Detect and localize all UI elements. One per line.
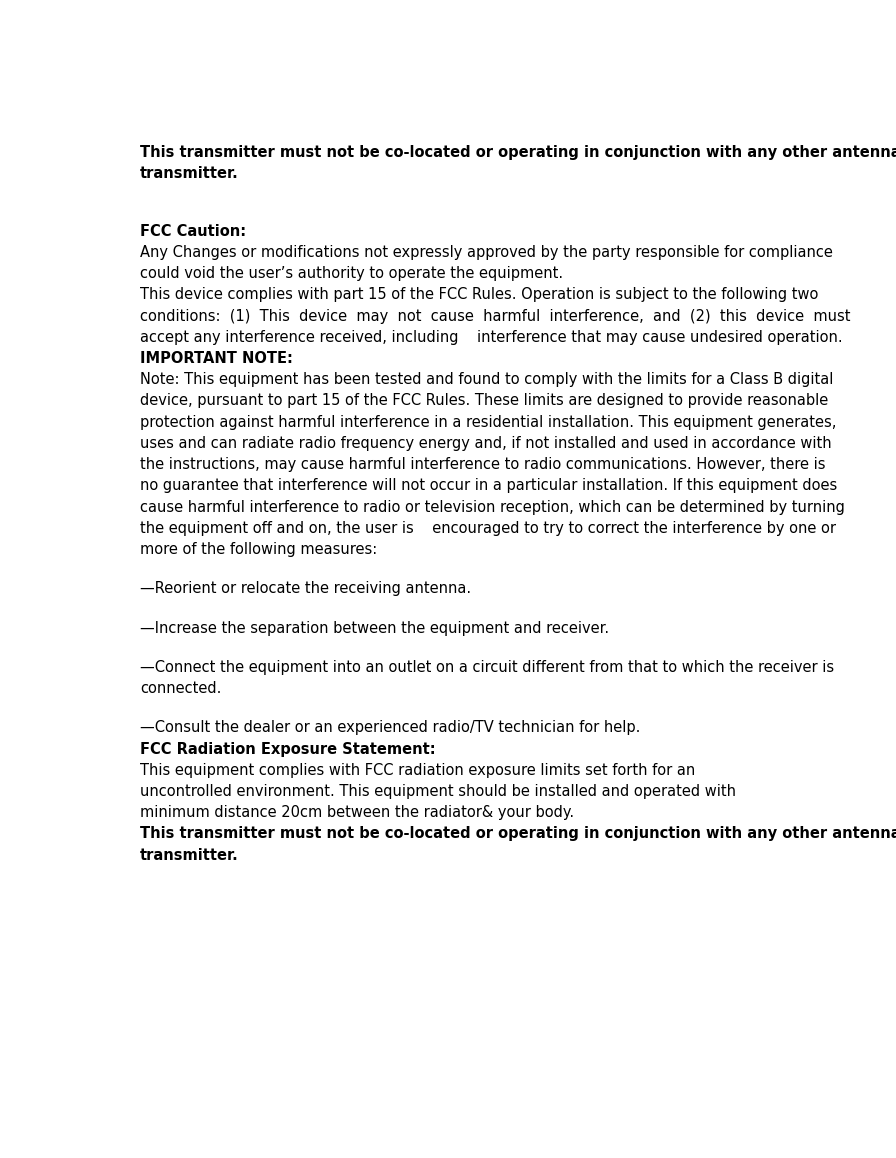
Text: This transmitter must not be co-located or operating in conjunction with any oth: This transmitter must not be co-located … xyxy=(140,145,896,160)
Text: FCC Radiation Exposure Statement:: FCC Radiation Exposure Statement: xyxy=(140,741,435,756)
Text: no guarantee that interference will not occur in a particular installation. If t: no guarantee that interference will not … xyxy=(140,478,837,493)
Text: This transmitter must not be co-located or operating in conjunction with any oth: This transmitter must not be co-located … xyxy=(140,827,896,842)
Text: device, pursuant to part 15 of the FCC Rules. These limits are designed to provi: device, pursuant to part 15 of the FCC R… xyxy=(140,394,828,409)
Text: protection against harmful interference in a residential installation. This equi: protection against harmful interference … xyxy=(140,415,836,430)
Text: —Increase the separation between the equipment and receiver.: —Increase the separation between the equ… xyxy=(140,621,609,636)
Text: —Connect the equipment into an outlet on a circuit different from that to which : —Connect the equipment into an outlet on… xyxy=(140,660,834,675)
Text: the instructions, may cause harmful interference to radio communications. Howeve: the instructions, may cause harmful inte… xyxy=(140,457,825,472)
Text: This device complies with part 15 of the FCC Rules. Operation is subject to the : This device complies with part 15 of the… xyxy=(140,287,818,302)
Text: connected.: connected. xyxy=(140,681,221,696)
Text: minimum distance 20cm between the radiator& your body.: minimum distance 20cm between the radiat… xyxy=(140,805,574,820)
Text: more of the following measures:: more of the following measures: xyxy=(140,542,377,557)
Text: conditions:  (1)  This  device  may  not  cause  harmful  interference,  and  (2: conditions: (1) This device may not caus… xyxy=(140,309,850,323)
Text: This equipment complies with FCC radiation exposure limits set forth for an: This equipment complies with FCC radiati… xyxy=(140,763,695,778)
Text: the equipment off and on, the user is    encouraged to try to correct the interf: the equipment off and on, the user is en… xyxy=(140,521,836,536)
Text: uncontrolled environment. This equipment should be installed and operated with: uncontrolled environment. This equipment… xyxy=(140,784,736,799)
Text: FCC Caution:: FCC Caution: xyxy=(140,223,246,239)
Text: could void the user’s authority to operate the equipment.: could void the user’s authority to opera… xyxy=(140,266,563,281)
Text: accept any interference received, including    interference that may cause undes: accept any interference received, includ… xyxy=(140,330,842,345)
Text: —Consult the dealer or an experienced radio/TV technician for help.: —Consult the dealer or an experienced ra… xyxy=(140,720,640,735)
Text: IMPORTANT NOTE:: IMPORTANT NOTE: xyxy=(140,351,293,366)
Text: Note: This equipment has been tested and found to comply with the limits for a C: Note: This equipment has been tested and… xyxy=(140,372,833,387)
Text: Any Changes or modifications not expressly approved by the party responsible for: Any Changes or modifications not express… xyxy=(140,245,832,259)
Text: uses and can radiate radio frequency energy and, if not installed and used in ac: uses and can radiate radio frequency ene… xyxy=(140,435,831,450)
Text: cause harmful interference to radio or television reception, which can be determ: cause harmful interference to radio or t… xyxy=(140,499,845,514)
Text: —Reorient or relocate the receiving antenna.: —Reorient or relocate the receiving ante… xyxy=(140,581,471,596)
Text: transmitter.: transmitter. xyxy=(140,167,238,182)
Text: transmitter.: transmitter. xyxy=(140,848,238,863)
